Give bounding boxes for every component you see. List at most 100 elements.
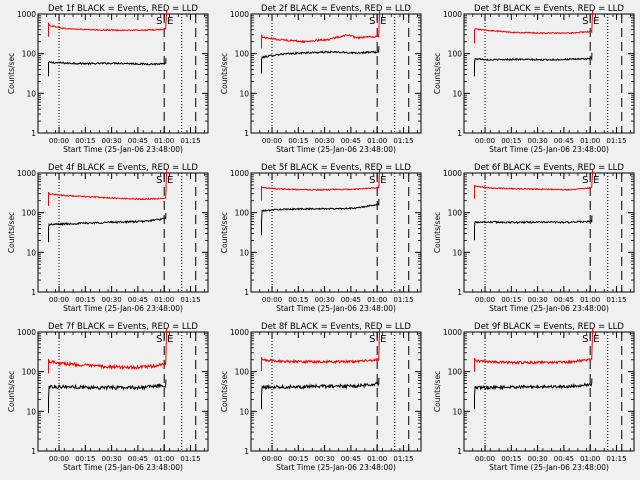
events-series-line — [48, 379, 167, 414]
x-tick-label: 01:15 — [180, 296, 200, 304]
plot-frame — [37, 331, 209, 452]
lld-series-line — [474, 10, 594, 44]
y-axis-label: Counts/sec — [7, 212, 16, 253]
detector-panel-6: Det 6f BLACK = Events, RED = LLD 1 10 100 10… — [433, 163, 635, 313]
x-axis-label: Start Time (25-Jan-06 23:48:00) — [489, 304, 609, 313]
x-tick-label: 00:15 — [501, 455, 521, 463]
panel-title: Det 9f BLACK = Events, RED = LLD — [474, 322, 624, 332]
x-tick-label: 00:45 — [341, 455, 361, 463]
y-tick-label: 1 — [457, 288, 462, 297]
y-tick-label: 1000 — [443, 169, 462, 178]
plot-frame — [37, 172, 209, 293]
e-marker-label: E — [167, 16, 173, 27]
x-tick-label: 00:45 — [341, 137, 361, 145]
y-tick-label: 100 — [448, 209, 463, 218]
panel-title: Det 6f BLACK = Events, RED = LLD — [474, 163, 624, 173]
y-tick-label: 100 — [235, 209, 250, 218]
e-marker-label: E — [380, 175, 386, 186]
x-tick-label: 00:45 — [128, 137, 148, 145]
x-axis-label: Start Time (25-Jan-06 23:48:00) — [276, 304, 396, 313]
x-tick-label: 00:00 — [49, 455, 69, 463]
x-tick-label: 00:30 — [528, 296, 548, 304]
s-marker-label: S — [582, 334, 588, 345]
x-tick-label: 00:00 — [49, 137, 69, 145]
x-tick-label: 01:15 — [393, 137, 413, 145]
lld-series-line — [474, 169, 594, 199]
y-tick-label: 10 — [26, 407, 36, 416]
events-series-line — [474, 52, 593, 77]
y-axis-label: Counts/sec — [433, 212, 442, 253]
y-axis-label: Counts/sec — [433, 53, 442, 94]
panel-title: Det 5f BLACK = Events, RED = LLD — [261, 163, 411, 173]
panel-title: Det 1f BLACK = Events, RED = LLD — [48, 4, 198, 14]
x-tick-label: 01:00 — [367, 296, 387, 304]
s-marker-label: S — [369, 334, 375, 345]
y-tick-label: 100 — [22, 50, 37, 59]
y-tick-label: 100 — [235, 368, 250, 377]
y-axis-label: Counts/sec — [220, 53, 229, 94]
y-axis-label: Counts/sec — [220, 212, 229, 253]
x-axis-label: Start Time (25-Jan-06 23:48:00) — [276, 463, 396, 472]
y-tick-label: 100 — [235, 50, 250, 59]
y-tick-label: 100 — [22, 368, 37, 377]
panel-title: Det 3f BLACK = Events, RED = LLD — [474, 4, 624, 14]
x-tick-label: 00:30 — [102, 137, 122, 145]
y-tick-label: 10 — [452, 407, 462, 416]
x-tick-label: 00:45 — [554, 296, 574, 304]
y-tick-label: 100 — [448, 50, 463, 59]
y-tick-label: 1000 — [443, 10, 462, 19]
e-marker-label: E — [593, 16, 599, 27]
x-tick-label: 00:30 — [528, 137, 548, 145]
x-axis-label: Start Time (25-Jan-06 23:48:00) — [276, 145, 396, 154]
plot-frame — [463, 13, 635, 134]
y-tick-label: 10 — [452, 89, 462, 98]
x-tick-label: 00:45 — [128, 296, 148, 304]
y-tick-label: 1000 — [17, 169, 36, 178]
x-tick-label: 00:00 — [475, 296, 495, 304]
plot-frame — [250, 172, 422, 293]
detector-panel-8: Det 8f BLACK = Events, RED = LLD 1 10 100 10… — [220, 322, 422, 472]
x-tick-label: 01:00 — [154, 455, 174, 463]
panel-title: Det 8f BLACK = Events, RED = LLD — [261, 322, 411, 332]
s-marker-label: S — [156, 334, 162, 345]
detector-panel-5: Det 5f BLACK = Events, RED = LLD 1 10 100 10… — [220, 163, 422, 313]
y-axis-label: Counts/sec — [220, 371, 229, 412]
plot-frame — [250, 13, 422, 134]
x-tick-label: 01:00 — [580, 455, 600, 463]
x-tick-label: 01:00 — [154, 137, 174, 145]
lld-series-line — [48, 10, 168, 37]
e-marker-label: E — [593, 334, 599, 345]
detector-panel-7: Det 7f BLACK = Events, RED = LLD 1 10 100 10… — [7, 322, 209, 472]
x-tick-label: 00:45 — [128, 455, 148, 463]
y-tick-label: 1000 — [230, 10, 249, 19]
detector-panel-3: Det 3f BLACK = Events, RED = LLD 1 10 100 10… — [433, 4, 635, 154]
y-tick-label: 1000 — [230, 328, 249, 337]
y-tick-label: 1 — [31, 288, 36, 297]
y-tick-label: 1000 — [17, 10, 36, 19]
x-tick-label: 00:00 — [49, 296, 69, 304]
y-tick-label: 1 — [244, 447, 249, 456]
x-tick-label: 00:15 — [75, 455, 95, 463]
events-series-line — [474, 378, 593, 410]
x-tick-label: 00:00 — [475, 137, 495, 145]
s-marker-label: S — [156, 16, 162, 27]
events-series-line — [48, 58, 167, 77]
y-tick-label: 1000 — [230, 169, 249, 178]
plot-frame — [250, 331, 422, 452]
x-tick-label: 00:15 — [501, 137, 521, 145]
x-tick-label: 00:15 — [501, 296, 521, 304]
lld-series-line — [48, 169, 168, 206]
plot-frame — [37, 13, 209, 134]
y-tick-label: 1000 — [17, 328, 36, 337]
y-tick-label: 10 — [239, 89, 249, 98]
x-tick-label: 00:30 — [102, 296, 122, 304]
events-series-line — [261, 198, 380, 236]
y-tick-label: 1 — [457, 129, 462, 138]
events-series-line — [261, 46, 380, 74]
x-tick-label: 01:00 — [154, 296, 174, 304]
x-tick-label: 00:15 — [288, 137, 308, 145]
y-tick-label: 10 — [26, 248, 36, 257]
x-tick-label: 00:15 — [288, 455, 308, 463]
x-tick-label: 01:15 — [606, 296, 626, 304]
